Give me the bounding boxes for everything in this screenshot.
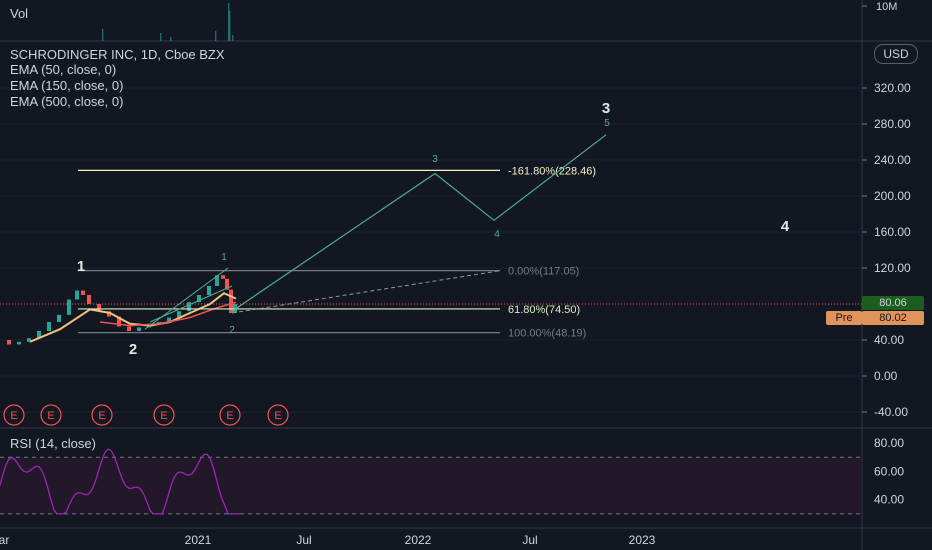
earnings-marker-label: E — [10, 410, 17, 422]
volume-label: Vol — [10, 6, 29, 21]
price-candle — [167, 317, 171, 322]
last-price-tag: 80.06 — [862, 296, 924, 310]
price-candle — [117, 316, 121, 327]
rsi-axis-label: 40.00 — [874, 493, 904, 507]
fib-level-label: -161.80%(228.46) — [508, 165, 596, 177]
earnings-marker-label: E — [274, 410, 281, 422]
ema-150-legend[interactable]: EMA (150, close, 0) — [10, 78, 124, 93]
volume-bar — [228, 3, 230, 41]
price-candle — [47, 322, 51, 331]
rsi-legend[interactable]: RSI (14, close) — [10, 436, 96, 451]
rsi-axis-label: 60.00 — [874, 464, 904, 478]
price-candle — [215, 275, 219, 286]
wave-label-large: 3 — [602, 100, 610, 117]
price-candle — [27, 338, 31, 342]
volume-bar — [170, 37, 172, 41]
time-axis-label: 2022 — [405, 533, 432, 547]
fib-level-label: 100.00%(48.19) — [508, 328, 586, 340]
trend-line-dashed — [231, 270, 501, 314]
earnings-marker — [219, 404, 241, 426]
price-axis-label: 320.00 — [874, 81, 911, 95]
time-axis-label: Jul — [522, 533, 537, 547]
wave-projection-line — [231, 134, 607, 312]
premarket-label: Pre — [826, 311, 862, 325]
wave-label-small: 2 — [229, 325, 235, 336]
wave-label-large: 1 — [77, 258, 85, 275]
wave-label-small: 1 — [221, 252, 227, 263]
price-candle — [197, 295, 201, 303]
wave-channel-line — [149, 285, 233, 323]
price-candle — [81, 290, 85, 295]
time-axis-label: Jul — [296, 533, 311, 547]
wave-label-small: 3 — [432, 154, 438, 165]
volume-bar — [232, 35, 234, 41]
price-candle — [7, 340, 11, 345]
price-candle — [137, 327, 141, 331]
price-candle — [107, 311, 111, 317]
time-axis-label: 2023 — [629, 533, 656, 547]
ema-50-line — [99, 301, 237, 327]
wave-label-large: 4 — [781, 218, 790, 235]
volume-bar — [229, 11, 231, 41]
time-axis-label: 2021 — [185, 533, 212, 547]
earnings-marker-label: E — [98, 410, 105, 422]
symbol-title[interactable]: SCHRODINGER INC, 1D, Cboe BZX — [10, 47, 225, 62]
price-axis-label: 200.00 — [874, 189, 911, 203]
earnings-marker — [40, 404, 62, 426]
price-axis-label: -40.00 — [874, 405, 908, 419]
price-axis-label: 0.00 — [874, 369, 898, 383]
volume-bar — [215, 31, 217, 41]
ema-500-legend[interactable]: EMA (500, close, 0) — [10, 94, 124, 109]
earnings-marker-label: E — [226, 410, 233, 422]
rsi-axis-label: 80.00 — [874, 436, 904, 450]
earnings-marker-label: E — [160, 410, 167, 422]
price-candle — [97, 304, 101, 312]
fib-level-label: 61.80%(74.50) — [508, 304, 580, 316]
earnings-marker-label: E — [47, 410, 54, 422]
volume-bar — [102, 29, 104, 41]
price-axis-label: 120.00 — [874, 261, 911, 275]
price-candle — [225, 278, 229, 290]
price-axis-label: 40.00 — [874, 333, 904, 347]
volume-axis-tick: 10M — [876, 1, 897, 13]
ema-50-legend[interactable]: EMA (50, close, 0) — [10, 62, 117, 77]
price-candle — [229, 289, 233, 313]
price-candle — [207, 286, 211, 295]
rsi-band — [0, 457, 862, 514]
earnings-marker — [91, 404, 113, 426]
time-axis-label: ar — [0, 533, 9, 547]
volume-bar — [160, 33, 162, 41]
wave-label-small: 5 — [604, 118, 610, 129]
price-candle — [17, 341, 21, 345]
premarket-price-tag: 80.02 — [862, 311, 924, 325]
price-candle — [187, 302, 191, 312]
rsi-line — [0, 448, 240, 515]
earnings-marker — [267, 404, 289, 426]
wave-label-small: 4 — [494, 229, 500, 240]
price-candle — [57, 314, 61, 322]
price-candle — [67, 299, 71, 315]
price-candle — [221, 275, 225, 279]
wave-channel-line — [144, 267, 229, 330]
price-candle — [177, 311, 181, 318]
price-candle — [75, 290, 79, 300]
earnings-marker — [153, 404, 175, 426]
price-candle — [37, 331, 41, 339]
price-axis-label: 280.00 — [874, 117, 911, 131]
price-axis-label: 160.00 — [874, 225, 911, 239]
wave-label-large: 2 — [129, 341, 137, 358]
price-candle — [127, 326, 131, 331]
fib-level-label: 0.00%(117.05) — [508, 266, 579, 278]
earnings-marker — [3, 404, 25, 426]
currency-button[interactable]: USD — [874, 44, 918, 64]
price-axis-label: 240.00 — [874, 153, 911, 167]
price-candle — [87, 295, 91, 304]
